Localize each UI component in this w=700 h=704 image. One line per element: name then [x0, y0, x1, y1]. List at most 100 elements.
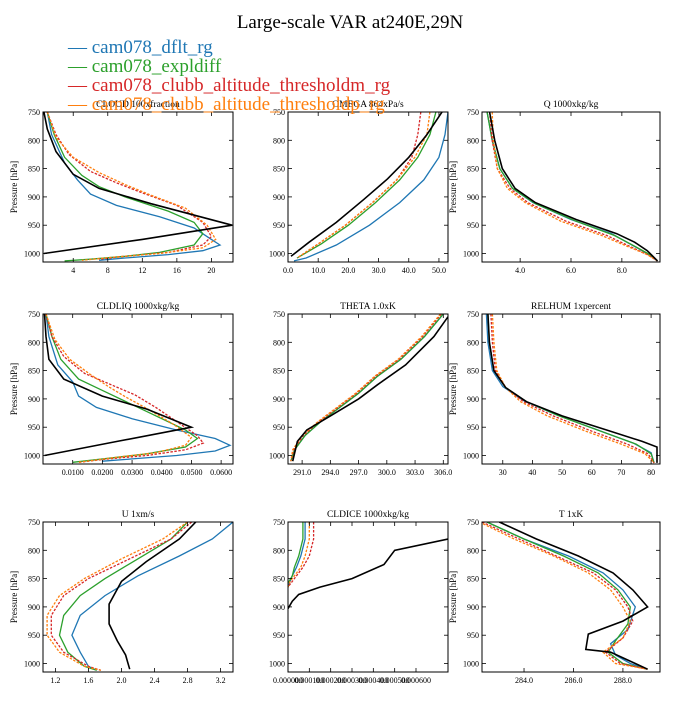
- y-tick-label: 750: [28, 310, 40, 319]
- y-axis-label: Pressure [hPa]: [9, 571, 19, 623]
- series-line-thresholdp: [45, 314, 193, 463]
- series-line-thresholdp: [482, 522, 648, 670]
- legend-label-expldiff: cam078_expldiff: [91, 56, 222, 77]
- legend-swatch-thresholdp: —: [68, 94, 87, 115]
- panel-title: THETA 1.0xK: [340, 302, 396, 312]
- series-line-thresholdp: [296, 112, 431, 259]
- series-line-obs: [291, 316, 448, 462]
- y-axis-label: Pressure [hPa]: [448, 161, 458, 213]
- x-tick-label: 0.000500: [380, 676, 410, 685]
- x-tick-label: 4: [71, 266, 75, 275]
- x-tick-label: 30.0: [372, 266, 386, 275]
- legend: — cam078_dflt_rg — cam078_expldiff — cam…: [68, 38, 390, 114]
- series-line-dflt: [71, 522, 233, 671]
- panel-3: 750 800 850 900 950 1000 4.0 6.0 8.0 Q 1000xkg/kg…: [448, 100, 661, 275]
- plot-frame: [481, 521, 661, 673]
- x-tick-label: 0.000400: [358, 676, 388, 685]
- x-tick-label: 300.0: [378, 468, 396, 477]
- x-tick-label: 2.4: [150, 676, 160, 685]
- series-line-obs: [488, 112, 659, 262]
- x-tick-label: 286.0: [564, 676, 582, 685]
- series-group: [485, 314, 658, 464]
- y-tick-label: 900: [28, 603, 40, 612]
- series-line-thresholdp: [491, 314, 655, 464]
- x-tick-label: 16: [173, 266, 181, 275]
- y-axis-label: Pressure [hPa]: [9, 363, 19, 415]
- series-line-dflt: [290, 314, 444, 462]
- y-tick-label: 850: [273, 575, 285, 584]
- x-tick-label: 80: [647, 468, 655, 477]
- panel-title: T 1xK: [559, 510, 584, 520]
- x-tick-label: 0.0100: [62, 468, 84, 477]
- x-tick-label: 288.0: [614, 676, 632, 685]
- panel-title: OMEGA 864xPa/s: [332, 100, 404, 110]
- x-tick-label: 40.0: [402, 266, 416, 275]
- x-tick-label: 0.000100: [294, 676, 324, 685]
- y-tick-label: 900: [467, 193, 479, 202]
- y-tick-label: 950: [28, 631, 40, 640]
- x-tick-label: 0.0400: [151, 468, 173, 477]
- plot-frame: [42, 111, 234, 263]
- x-tick-label: 303.0: [406, 468, 424, 477]
- x-tick-label: 0.000000: [273, 676, 303, 685]
- y-tick-label: 800: [28, 546, 40, 555]
- series-line-thresholdp: [288, 522, 310, 588]
- y-tick-label: 1000: [269, 452, 285, 461]
- y-tick-label: 1000: [463, 250, 479, 259]
- series-group: [290, 112, 448, 262]
- series-line-obs: [43, 314, 195, 457]
- y-tick-label: 900: [273, 193, 285, 202]
- x-tick-label: 50: [558, 468, 566, 477]
- x-tick-label: 30: [499, 468, 507, 477]
- legend-label-dflt: cam078_dflt_rg: [91, 37, 213, 58]
- x-tick-label: 4.0: [515, 266, 525, 275]
- series-line-expldiff: [486, 522, 648, 670]
- y-tick-label: 900: [467, 395, 479, 404]
- x-tick-label: 0.0300: [121, 468, 143, 477]
- y-tick-label: 900: [273, 603, 285, 612]
- x-tick-label: 0.000200: [316, 676, 346, 685]
- series-line-dflt: [486, 112, 658, 262]
- panel-9: 750 800 850 900 950 1000 284.0 286.0 288.0 T 1xK P…: [448, 510, 661, 685]
- series-line-obs: [487, 314, 658, 463]
- plot-frame: [481, 111, 661, 263]
- x-tick-label: 3.2: [216, 676, 226, 685]
- panel-2: 750 800 850 900 950 1000 0.0 10.0 20.0 30.0 40.0 50…: [269, 100, 449, 275]
- x-tick-label: 2.0: [116, 676, 126, 685]
- series-group: [43, 314, 232, 463]
- x-tick-label: 20: [207, 266, 215, 275]
- x-tick-label: 2.8: [183, 676, 193, 685]
- y-tick-label: 950: [28, 423, 40, 432]
- x-tick-label: 0.0600: [210, 468, 232, 477]
- plot-frame: [287, 521, 449, 673]
- x-tick-label: 60: [588, 468, 596, 477]
- y-tick-label: 850: [467, 367, 479, 376]
- x-tick-label: 291.0: [293, 468, 311, 477]
- panel-7: 750 800 850 900 950 1000 1.2 1.6 2.0 2.4 2.8 3.2 U 1…: [9, 510, 234, 685]
- x-tick-label: 297.0: [350, 468, 368, 477]
- y-tick-label: 900: [28, 395, 40, 404]
- y-tick-label: 800: [273, 338, 285, 347]
- series-group: [482, 522, 649, 670]
- panel-1: 750 800 850 900 950 1000 4 8 12 16 20 CLOUD 100xfra…: [9, 99, 234, 275]
- x-tick-label: 294.0: [321, 468, 339, 477]
- series-line-expldiff: [58, 522, 189, 671]
- series-group: [290, 314, 448, 462]
- plot-frame: [287, 313, 449, 465]
- series-group: [486, 112, 659, 262]
- x-tick-label: 6.0: [566, 266, 576, 275]
- series-line-dflt: [46, 112, 222, 261]
- y-tick-label: 750: [28, 108, 40, 117]
- y-tick-label: 800: [273, 136, 285, 145]
- x-tick-label: 50.0: [432, 266, 446, 275]
- y-tick-label: 850: [28, 165, 40, 174]
- panel-title: CLOUD 100xfraction: [96, 99, 180, 110]
- series-line-dflt: [486, 522, 648, 670]
- y-tick-label: 800: [28, 136, 40, 145]
- series-line-thresholdp: [46, 112, 217, 261]
- series-line-thresholdm: [45, 314, 205, 463]
- y-tick-label: 1000: [24, 660, 40, 669]
- y-tick-label: 850: [28, 575, 40, 584]
